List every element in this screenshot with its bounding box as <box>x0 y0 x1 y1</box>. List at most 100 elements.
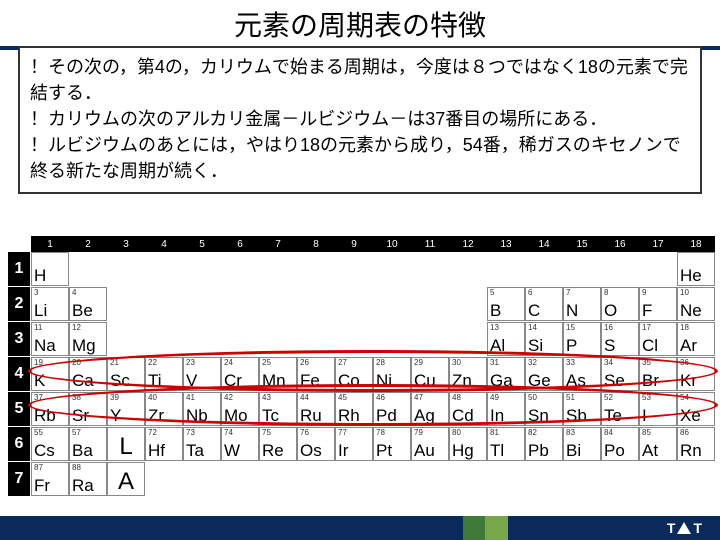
period-label: 1 <box>8 252 30 286</box>
element-cell: 87Fr <box>31 462 69 496</box>
atomic-number: 79 <box>414 428 423 437</box>
atomic-number: 82 <box>528 428 537 437</box>
group-header: 17 <box>639 236 677 252</box>
element-symbol: Po <box>604 442 625 459</box>
atomic-number: 74 <box>224 428 233 437</box>
element-symbol: At <box>642 442 658 459</box>
atomic-number: 42 <box>224 393 233 402</box>
atomic-number: 20 <box>72 358 81 367</box>
element-cell: 78Pt <box>373 427 411 461</box>
element-symbol: Sb <box>566 407 587 424</box>
period-label: 4 <box>8 357 30 391</box>
atomic-number: 46 <box>376 393 385 402</box>
footer-logo: T T <box>667 516 720 540</box>
callout-line: ！その次の，第4の，カリウムで始まる周期は，今度は８つではなく18の元素で完結す… <box>30 54 690 106</box>
element-cell: 30 Zn <box>449 357 487 391</box>
atomic-number: 73 <box>186 428 195 437</box>
logo-letter: T <box>667 520 676 536</box>
atomic-number: 81 <box>490 428 499 437</box>
period-row: 1HHe <box>8 252 715 287</box>
element-symbol: H <box>34 267 46 284</box>
element-cell: 10Ne <box>677 287 715 321</box>
element-cell: 43Tc <box>259 392 297 426</box>
group-header: 18 <box>677 236 715 252</box>
atomic-number: 36 <box>680 358 689 367</box>
element-cell: 32Ge <box>525 357 563 391</box>
element-symbol: Ge <box>528 372 551 389</box>
element-cell: 20 Ca <box>69 357 107 391</box>
element-cell: 81Tl <box>487 427 525 461</box>
element-symbol: Zn <box>452 372 472 389</box>
element-cell: 23V <box>183 357 221 391</box>
element-symbol: Cu <box>414 372 436 389</box>
element-symbol: Cs <box>34 442 55 459</box>
element-symbol: Tc <box>262 407 279 424</box>
callout-line: ！ルビジウムのあとには，やはり18の元素から成り，54番，稀ガスのキセノンで終る… <box>30 132 690 184</box>
period-label: 2 <box>8 287 30 321</box>
element-symbol: Mg <box>72 337 96 354</box>
atomic-number: 50 <box>528 393 537 402</box>
element-cell: 36Kr <box>677 357 715 391</box>
atomic-number: 25 <box>262 358 271 367</box>
element-cell: 4Be <box>69 287 107 321</box>
period-label: 3 <box>8 322 30 356</box>
group-header: 11 <box>411 236 449 252</box>
atomic-number: 30 <box>452 358 461 367</box>
atomic-number: 35 <box>642 358 651 367</box>
element-cell: 88Ra <box>69 462 107 496</box>
element-symbol: K <box>34 372 45 389</box>
element-symbol: P <box>566 337 577 354</box>
element-cell: H <box>31 252 69 286</box>
element-cell: 25Mn <box>259 357 297 391</box>
element-cell: 55Cs <box>31 427 69 461</box>
element-symbol: Ta <box>186 442 204 459</box>
element-symbol: Ca <box>72 372 94 389</box>
element-symbol: S <box>604 337 615 354</box>
element-cell: 38Sr <box>69 392 107 426</box>
element-cell: 41Nb <box>183 392 221 426</box>
atomic-number: 49 <box>490 393 499 402</box>
period-row: 537Rb38Sr39Y40Zr41Nb42Mo43Tc44Ru45Rh46Pd… <box>8 392 715 427</box>
element-cell: 46Pd <box>373 392 411 426</box>
atomic-number: 51 <box>566 393 575 402</box>
element-symbol: F <box>642 302 652 319</box>
element-cell: 15P <box>563 322 601 356</box>
element-cell: 19K <box>31 357 69 391</box>
element-cell: 26Fe <box>297 357 335 391</box>
element-cell: 12Mg <box>69 322 107 356</box>
element-symbol: Cl <box>642 337 658 354</box>
atomic-number: 5 <box>490 288 494 297</box>
atomic-number: 45 <box>338 393 347 402</box>
atomic-number: 18 <box>680 323 689 332</box>
element-symbol: O <box>604 302 617 319</box>
element-cell: 84Po <box>601 427 639 461</box>
period-row: 311Na12Mg13Al14Si15P16S17Cl18Ar <box>8 322 715 357</box>
element-symbol: Ra <box>72 477 94 494</box>
element-symbol: Rb <box>34 407 56 424</box>
group-header: 2 <box>69 236 107 252</box>
element-symbol: Ru <box>300 407 322 424</box>
atomic-number: 17 <box>642 323 651 332</box>
group-header: 13 <box>487 236 525 252</box>
element-cell: 85At <box>639 427 677 461</box>
logo-letter: T <box>693 520 702 536</box>
element-cell: 83Bi <box>563 427 601 461</box>
element-symbol: Sr <box>72 407 89 424</box>
element-symbol: Si <box>528 337 543 354</box>
element-cell: 8O <box>601 287 639 321</box>
element-cell: 24Cr <box>221 357 259 391</box>
atomic-number: 83 <box>566 428 575 437</box>
element-cell: 5B <box>487 287 525 321</box>
atomic-number: 29 <box>414 358 423 367</box>
element-cell: 48Cd <box>449 392 487 426</box>
callout-line: ！カリウムの次のアルカリ金属－ルビジウム－は37番目の場所にある． <box>30 106 690 132</box>
element-cell: 17 Cl <box>639 322 677 356</box>
footer-segment <box>0 516 463 540</box>
element-cell: 9F <box>639 287 677 321</box>
group-header: 8 <box>297 236 335 252</box>
element-cell: 35Br <box>639 357 677 391</box>
group-header: 16 <box>601 236 639 252</box>
atomic-number: 8 <box>604 288 608 297</box>
element-cell: 51 Sb <box>563 392 601 426</box>
element-symbol: N <box>566 302 578 319</box>
